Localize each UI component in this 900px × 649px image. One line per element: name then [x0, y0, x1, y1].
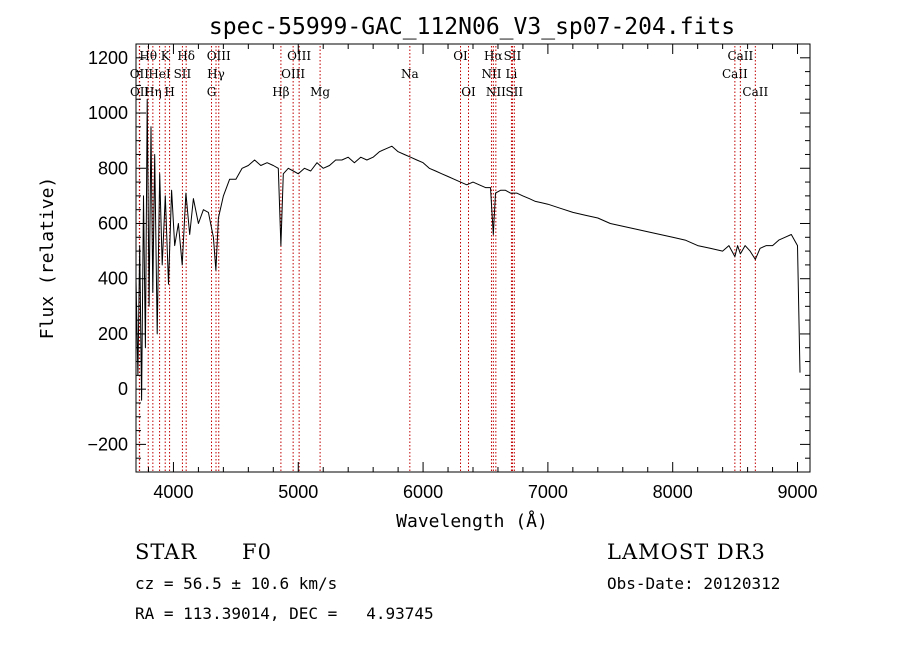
line-label: SII — [174, 67, 192, 81]
y-tick-label: −200 — [87, 434, 128, 454]
line-label: HeI — [148, 67, 171, 81]
y-tick-label: 600 — [98, 213, 128, 233]
class-label: STAR — [135, 540, 198, 564]
survey-label: LAMOST DR3 — [607, 540, 766, 564]
line-label: CaII — [722, 67, 748, 81]
chart-title: spec-55999-GAC_112N06_V3_sp07-204.fits — [209, 14, 735, 40]
x-tick-label: 7000 — [528, 482, 568, 502]
x-tick-label: 8000 — [653, 482, 693, 502]
line-label: OIII — [207, 49, 231, 63]
line-label: H — [164, 85, 174, 99]
y-tick-label: 1200 — [88, 48, 128, 68]
x-tick-label: 6000 — [403, 482, 443, 502]
flux-series — [135, 98, 801, 401]
plot-frame — [135, 43, 811, 473]
line-label: OIII — [287, 49, 311, 63]
y-axis-label: Flux (relative) — [37, 177, 58, 340]
coords-text: RA = 113.39014, DEC = 4.93745 — [135, 604, 434, 623]
flux-line — [135, 98, 801, 401]
line-label: CaII — [742, 85, 768, 99]
obs-date-text: Obs-Date: 20120312 — [607, 574, 781, 593]
line-label: Hγ — [207, 67, 225, 81]
line-label: K — [161, 49, 171, 63]
line-label: OI — [453, 49, 468, 63]
line-label: OIII — [281, 67, 305, 81]
line-label: Na — [401, 67, 419, 81]
redshift-text: cz = 56.5 ± 10.6 km/s — [135, 574, 338, 593]
line-label: Hη — [144, 85, 162, 99]
y-tick-label: 200 — [98, 324, 128, 344]
line-label: Hθ — [139, 49, 157, 63]
line-label: Hδ — [177, 49, 195, 63]
line-label: CaII — [727, 49, 753, 63]
line-label: Mg — [310, 85, 330, 99]
line-label: OII — [130, 85, 150, 99]
subclass-label: F0 — [242, 540, 272, 564]
axis-ticks: 4000 5000 6000 7000 8000 9000 −200 0 200 400 600 80… — [87, 43, 818, 502]
line-label: OI — [461, 85, 476, 99]
line-label: SII — [504, 49, 522, 63]
x-tick-label: 4000 — [153, 482, 193, 502]
y-tick-label: 800 — [98, 158, 128, 178]
line-label: Li — [506, 67, 518, 81]
y-tick-label: 400 — [98, 269, 128, 289]
line-label: Hβ — [272, 85, 289, 99]
line-label: G — [207, 85, 217, 99]
y-tick-label: 0 — [118, 379, 128, 399]
y-tick-label: 1000 — [88, 103, 128, 123]
line-label: Hα — [484, 49, 503, 63]
line-label: SII — [505, 85, 523, 99]
spectral-line-markers: HθOIIOIIHηHeIKHSIIHδGHγOIIIHβOIIIOIIIMgN… — [130, 46, 768, 472]
x-tick-label: 5000 — [278, 482, 318, 502]
x-tick-label: 9000 — [777, 482, 817, 502]
line-label: NII — [486, 85, 506, 99]
line-label: NII — [481, 67, 501, 81]
x-axis-label: Wavelength (Å) — [396, 510, 548, 532]
